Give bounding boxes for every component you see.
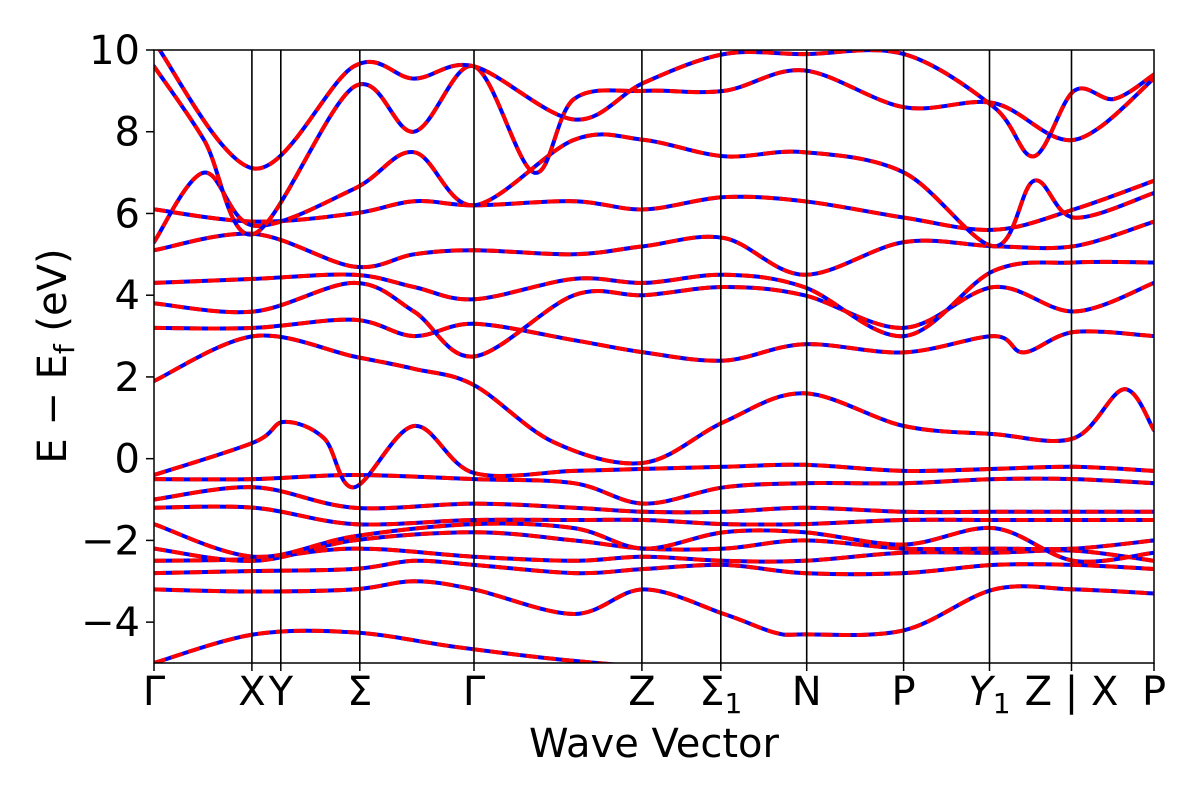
plot-frame [153, 49, 1155, 664]
y-axis-label-unit: (eV) [30, 248, 76, 344]
band-line-dashed-0 [154, 628, 620, 663]
band-line-dashed-15 [154, 178, 1154, 232]
x-tick-label-7: N [792, 669, 822, 715]
x-tick-label-4: Γ [463, 669, 486, 715]
band-line-dashed-6 [154, 504, 1154, 527]
y-axis-label: E − Ef (eV) [30, 248, 81, 463]
band-line-dashed-16 [154, 132, 1154, 249]
band-line-dashed-8 [154, 472, 1154, 506]
band-line-dashed-9 [154, 419, 1154, 490]
band-line-dashed-17 [154, 64, 1154, 237]
band-line-dashed-10 [154, 333, 1154, 466]
x-tick-label-1: X [238, 669, 265, 715]
y-tick-label-6: 8 [115, 110, 140, 156]
y-tick-label-0: −4 [81, 600, 140, 646]
x-tick-label-2: Y [268, 669, 294, 715]
y-axis-label-subscript: f [48, 343, 81, 354]
band-line-dashed-2 [154, 558, 1154, 577]
y-tick-label-5: 6 [115, 191, 140, 237]
band-line-dashed-4 [154, 530, 1154, 563]
band-line-dashed-13 [154, 259, 1154, 339]
x-tick-label-5: Z [628, 669, 655, 715]
x-tick-label-9: Y1 [968, 669, 1010, 720]
y-axis: −4 −2 0 2 4 6 8 10 [81, 28, 154, 646]
x-axis: Γ X Y Σ Γ Z Σ1 N P Y1 Z | X P [143, 663, 1166, 720]
y-tick-label-3: 2 [115, 355, 140, 401]
y-tick-label-2: 0 [115, 437, 140, 483]
y-tick-label-4: 4 [115, 273, 140, 319]
x-tick-label-0: Γ [143, 669, 166, 715]
y-axis-label-main: E − E [30, 354, 76, 464]
band-line-dashed-18 [157, 50, 1154, 171]
band-line-dashed-5 [154, 521, 1154, 564]
x-tick-label-6: Σ1 [699, 669, 742, 720]
x-tick-label-11: P [1142, 669, 1166, 715]
bands-layer [154, 50, 1154, 663]
y-tick-label-7: 10 [89, 28, 140, 74]
band-line-dashed-7 [154, 485, 1154, 515]
band-line-dashed-12 [154, 280, 1154, 359]
band-line-dashed-1 [154, 579, 1154, 638]
kpoint-lines-layer [251, 50, 1073, 663]
band-line-dashed-3 [154, 546, 1154, 564]
x-axis-label: Wave Vector [529, 721, 780, 767]
x-tick-label-3: Σ [347, 669, 372, 715]
x-tick-label-10: Z | X [1025, 669, 1119, 715]
x-tick-label-8: P [892, 669, 916, 715]
y-tick-label-1: −2 [81, 518, 140, 564]
band-line-dashed-11 [154, 317, 1154, 363]
